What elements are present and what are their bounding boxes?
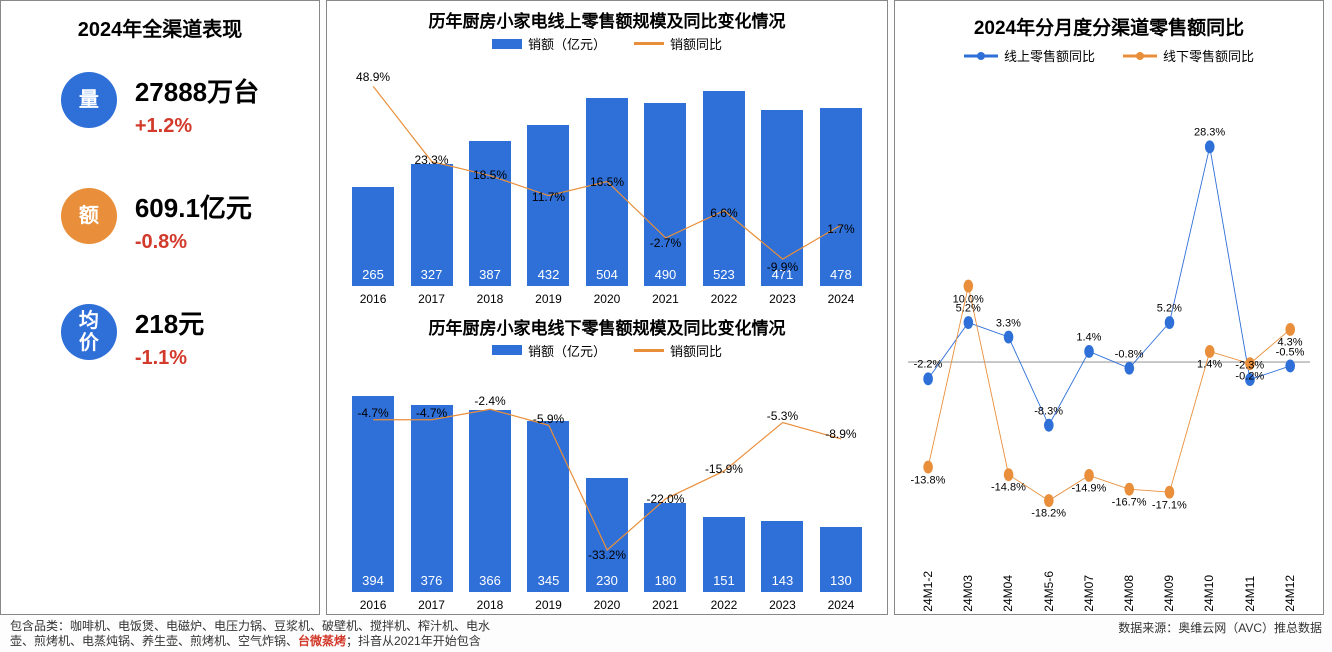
stat-yoy: -1.1% xyxy=(135,347,204,370)
footnote-categories: 包含品类：咖啡机、电饭煲、电磁炉、电压力锅、豆浆机、破壁机、搅拌机、榨汁机、电水… xyxy=(10,619,490,650)
legend-bar-label: 销额（亿元） xyxy=(528,34,606,53)
overview-title: 2024年全渠道表现 xyxy=(78,13,243,42)
x-axis-label: 2016 xyxy=(360,292,387,306)
x-axis-label: 24M5-6 xyxy=(1042,571,1056,612)
point-label: -17.1% xyxy=(1152,499,1187,511)
footnotes: 包含品类：咖啡机、电饭煲、电磁炉、电压力锅、豆浆机、破壁机、搅拌机、榨汁机、电水… xyxy=(10,619,1322,650)
line-value-label: -5.9% xyxy=(533,412,564,426)
line-value-label: 18.5% xyxy=(473,168,507,182)
x-axis-label: 2018 xyxy=(477,598,504,612)
panel-yearly-charts: 历年厨房小家电线上零售额规模及同比变化情况 销额（亿元） 销额同比 265327… xyxy=(326,0,888,615)
line-value-label: -8.9% xyxy=(825,427,856,441)
stat-yoy: -0.8% xyxy=(135,231,252,254)
x-axis-label: 24M10 xyxy=(1202,571,1216,612)
line-value-label: -9.9% xyxy=(767,260,798,274)
panel-overview: 2024年全渠道表现 量 27888万台 +1.2% 额 609.1亿元 -0.8% 均价 2… xyxy=(0,0,320,615)
legend-bar-label: 销额（亿元） xyxy=(528,341,606,360)
x-axis-label: 2018 xyxy=(477,292,504,306)
line-value-label: 11.7% xyxy=(532,190,565,204)
x-axis-label: 2019 xyxy=(535,598,562,612)
line-value-label: 16.5% xyxy=(590,175,624,189)
x-axis-label: 2020 xyxy=(594,292,621,306)
line-value-label: 23.3% xyxy=(415,153,449,167)
stat-yoy: +1.2% xyxy=(135,115,259,138)
point-label: 1.4% xyxy=(1197,359,1222,371)
point-label: -16.7% xyxy=(1112,496,1147,508)
point-label: 1.4% xyxy=(1076,332,1101,344)
line-value-label: 6.6% xyxy=(710,206,737,220)
x-axis-label: 2022 xyxy=(711,598,738,612)
monthly-title: 2024年分月度分渠道零售额同比 xyxy=(974,13,1244,40)
x-axis-label: 2023 xyxy=(769,292,796,306)
stat-value: 218元 xyxy=(135,304,204,341)
legend-line-label: 销额同比 xyxy=(670,341,722,360)
x-axis-label: 2021 xyxy=(652,292,679,306)
line-value-label: -4.7% xyxy=(357,406,388,420)
x-axis-label: 24M03 xyxy=(961,571,975,612)
stat-circle: 均价 xyxy=(61,304,117,360)
stat-block-1: 额 609.1亿元 -0.8% xyxy=(61,188,259,254)
x-axis-label: 24M12 xyxy=(1283,571,1297,612)
line-value-label: 48.9% xyxy=(356,70,390,84)
stat-block-2: 均价 218元 -1.1% xyxy=(61,304,259,370)
chart-offline-title: 历年厨房小家电线下零售额规模及同比变化情况 xyxy=(429,314,786,339)
panel-monthly-chart: 2024年分月度分渠道零售额同比 线上零售额同比 线下零售额同比 -2.2% 5.… xyxy=(894,0,1324,615)
point-label: -13.8% xyxy=(911,474,946,486)
x-axis-label: 2017 xyxy=(418,598,445,612)
monthly-legend: 线上零售额同比 线下零售额同比 xyxy=(964,46,1254,65)
line-value-label: -2.4% xyxy=(474,394,505,408)
x-axis-label: 24M09 xyxy=(1162,571,1176,612)
point-label: 4.3% xyxy=(1277,336,1302,348)
chart-online-title: 历年厨房小家电线上零售额规模及同比变化情况 xyxy=(429,7,786,32)
chart-offline-legend: 销额（亿元） 销额同比 xyxy=(492,341,722,360)
point-label: -18.2% xyxy=(1031,508,1066,520)
point-label: -8.3% xyxy=(1034,405,1063,417)
legend-online-label: 线上零售额同比 xyxy=(1004,46,1095,65)
x-axis-label: 2020 xyxy=(594,598,621,612)
line-value-label: -22.0% xyxy=(646,492,684,506)
point-label: -0.2% xyxy=(1235,371,1264,383)
legend-line-label: 销额同比 xyxy=(670,34,722,53)
stat-circle: 量 xyxy=(61,72,117,128)
x-axis-label: 2019 xyxy=(535,292,562,306)
stat-value: 27888万台 xyxy=(135,72,259,109)
stat-value: 609.1亿元 xyxy=(135,188,252,225)
line-value-label: -33.2% xyxy=(588,548,626,562)
point-label: 5.2% xyxy=(1157,303,1182,315)
chart-online-yearly: 历年厨房小家电线上零售额规模及同比变化情况 销额（亿元） 销额同比 265327… xyxy=(327,1,887,308)
x-axis-label: 24M04 xyxy=(1001,571,1015,612)
line-value-label: -5.3% xyxy=(767,409,798,423)
point-label: -14.9% xyxy=(1071,483,1106,495)
point-label: 3.3% xyxy=(996,317,1021,329)
x-axis-label: 2024 xyxy=(828,598,855,612)
x-axis-label: 2017 xyxy=(418,292,445,306)
x-axis-label: 2024 xyxy=(828,292,855,306)
x-axis-label: 24M07 xyxy=(1082,571,1096,612)
line-value-label: -4.7% xyxy=(416,406,447,420)
chart-offline-yearly: 历年厨房小家电线下零售额规模及同比变化情况 销额（亿元） 销额同比 394376… xyxy=(327,308,887,615)
line-value-label: -15.9% xyxy=(705,462,743,476)
x-axis-label: 2022 xyxy=(711,292,738,306)
stat-circle: 额 xyxy=(61,188,117,244)
chart-online-legend: 销额（亿元） 销额同比 xyxy=(492,34,722,53)
point-label: -14.8% xyxy=(991,482,1026,494)
x-axis-label: 2021 xyxy=(652,598,679,612)
x-axis-label: 24M08 xyxy=(1122,571,1136,612)
stat-block-0: 量 27888万台 +1.2% xyxy=(61,72,259,138)
x-axis-label: 2016 xyxy=(360,598,387,612)
point-label: -0.8% xyxy=(1115,348,1144,360)
x-axis-label: 24M11 xyxy=(1243,571,1257,612)
legend-offline-label: 线下零售额同比 xyxy=(1163,46,1254,65)
footnote-source: 数据来源：奥维云网（AVC）推总数据 xyxy=(1118,619,1322,650)
point-label: 28.3% xyxy=(1194,127,1225,139)
line-value-label: 1.7% xyxy=(827,222,854,236)
point-label: -2.2% xyxy=(914,359,943,371)
x-axis-label: 24M1-2 xyxy=(921,571,935,612)
x-axis-label: 2023 xyxy=(769,598,796,612)
point-label: 10.0% xyxy=(953,293,984,305)
line-value-label: -2.7% xyxy=(650,236,681,250)
